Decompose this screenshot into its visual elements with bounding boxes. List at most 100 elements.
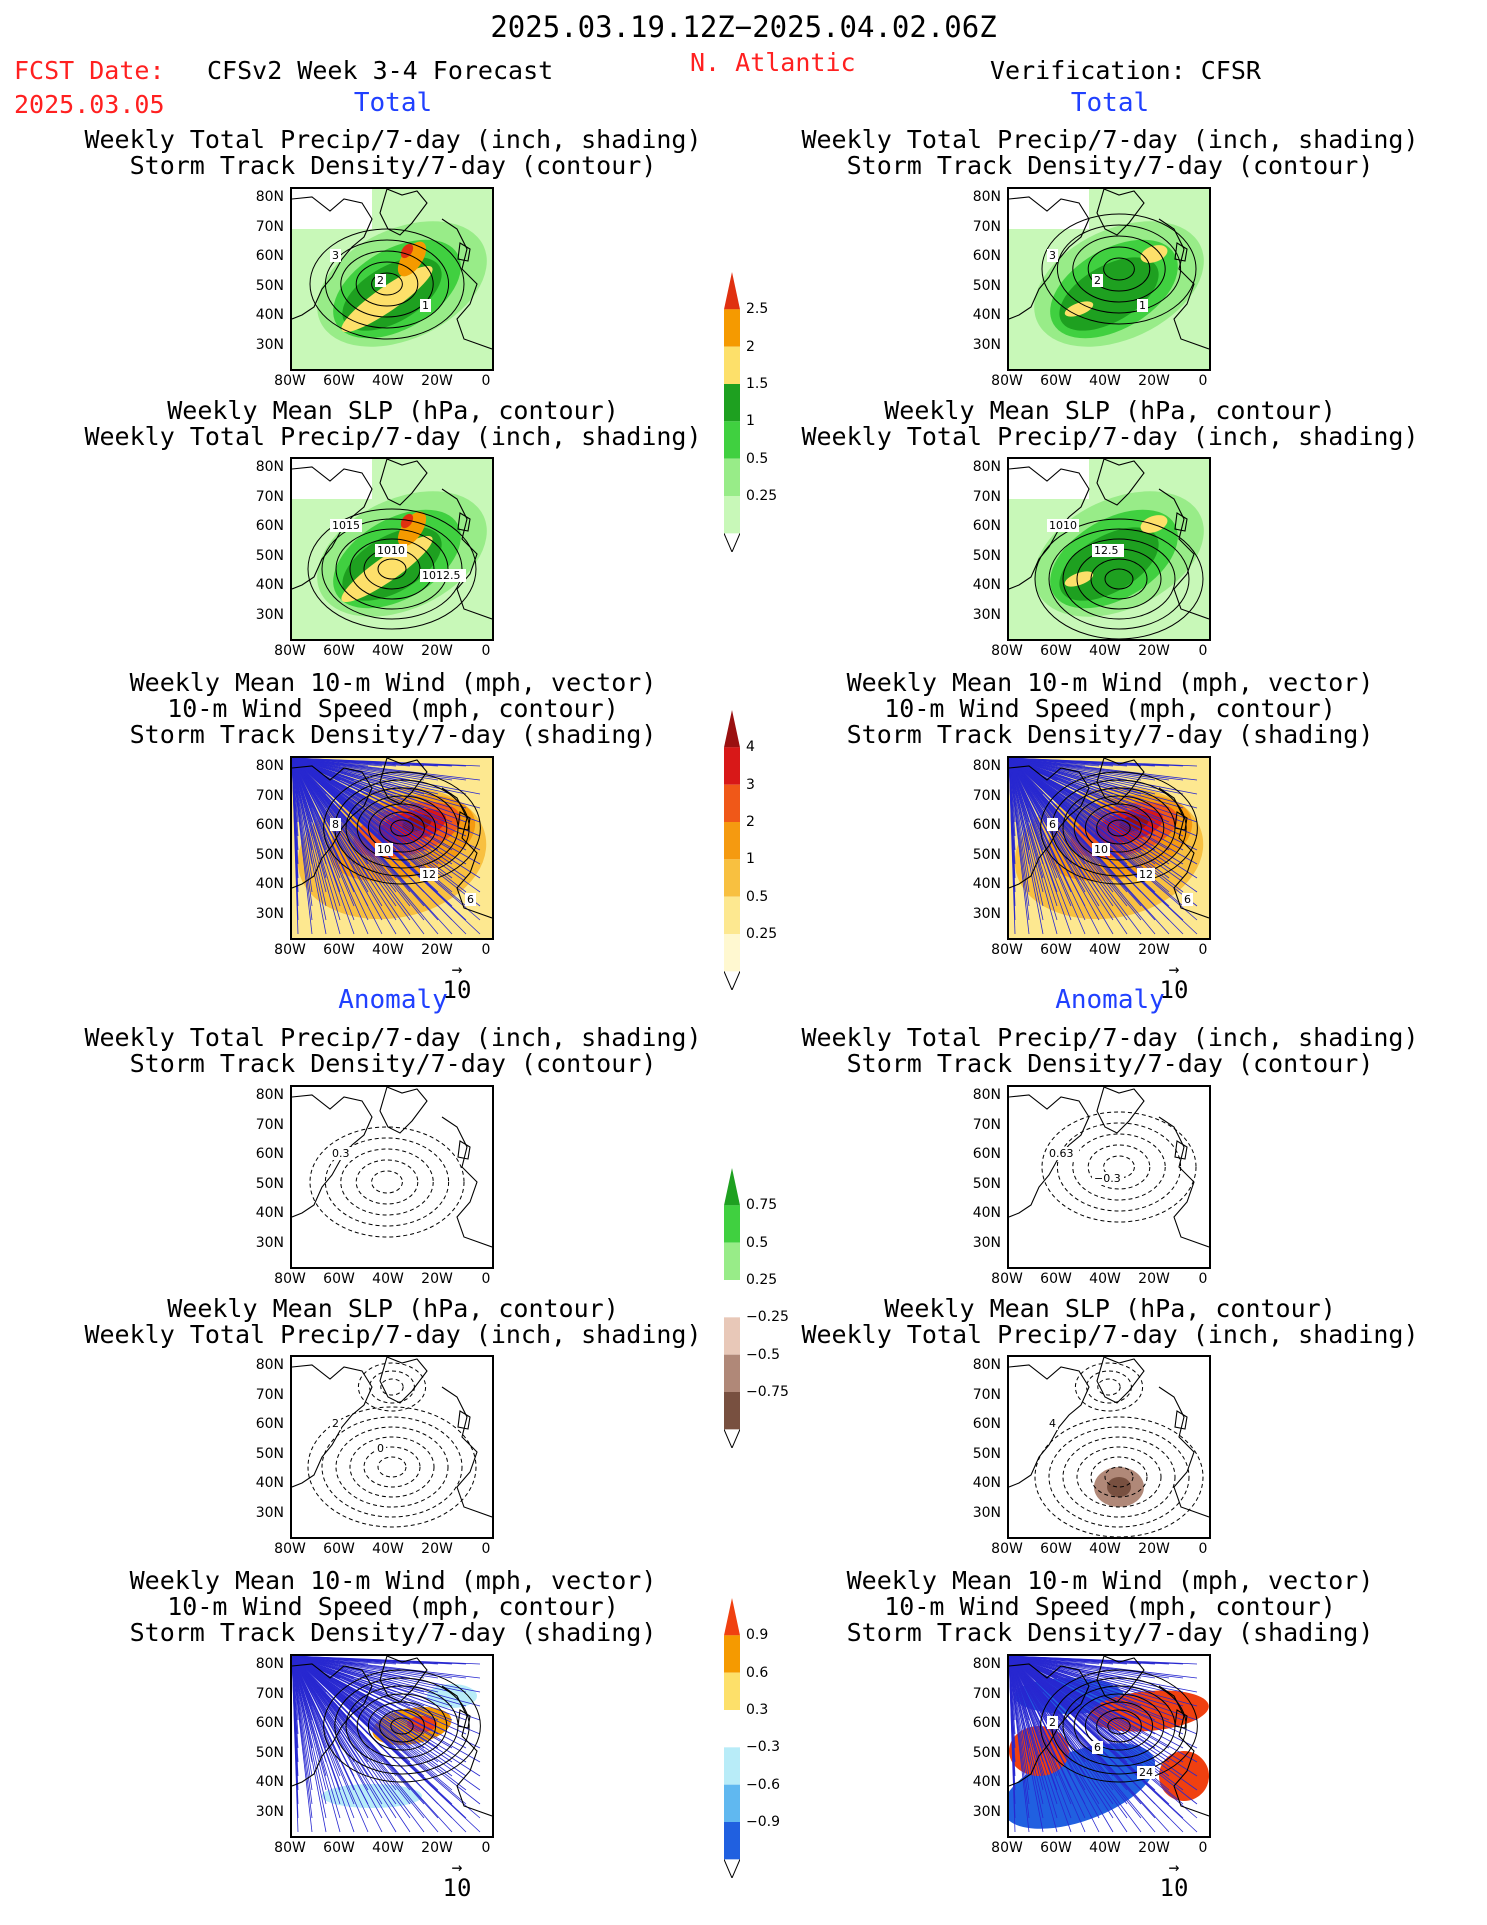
lat-tick-label: 80N [972,1656,1001,1672]
vector-reference-arrow: → [451,959,463,980]
wind-vector [292,758,467,823]
contour-label: 6 [1094,1741,1101,1754]
lat-tick-label: 80N [255,189,284,205]
wind-vector [1009,1656,1058,1833]
contour-label: 12 [1139,868,1153,881]
forecast-period: 2025.03.19.12Z−2025.04.02.06Z [490,10,997,44]
wind-vector [292,1656,327,1833]
panel-title-line: 10-m Wind Speed (mph, contour) [167,694,619,723]
wind-vector [1009,1656,1044,1819]
wind-vector [1009,758,1086,935]
wind-vector [292,758,313,935]
wind-vector [292,758,327,921]
contour-line [345,787,459,869]
colorbar-tick-label: 0.25 [746,1272,778,1288]
wind-vector [292,758,481,879]
wind-vector [292,1656,411,1819]
wind-vector [292,1656,341,1819]
contour-line [1084,1701,1154,1751]
wind-vector [292,758,299,935]
coastline [1174,512,1188,532]
wind-vector [1009,758,1198,781]
contour-line [1041,213,1197,325]
colorbar-swatch [724,1822,740,1860]
wind-vector [292,1656,383,1819]
contour-label: 8 [332,818,339,831]
colorbar-tick-label: 1.5 [746,376,769,392]
lat-tick-label: 50N [972,1744,1001,1761]
coastline [1009,765,1090,889]
lon-tick-label: 40W [372,373,404,389]
lat-tick-label: 70N [255,1685,284,1702]
lat-tick-label: 50N [972,277,1001,294]
wind-vector [1009,758,1142,935]
lat-tick-label: 80N [255,758,284,774]
contour-label: 3 [1049,249,1056,262]
forecast-map-slp-total: 1015 1010 1012.5 [290,457,494,641]
wind-vector [292,1656,467,1735]
contour-line [1056,224,1182,314]
vector-reference: → 10 [432,1859,482,1903]
contour-label: 1012.5 [422,569,461,582]
lon-tick-label: 80W [274,643,306,659]
contour-line [379,811,425,845]
contour-line [323,1669,481,1783]
wind-vector [1009,758,1170,935]
contour-line [1107,819,1131,837]
lon-tick-label: 20W [1138,373,1170,389]
contour-line [369,1370,415,1404]
contour-line [1034,1416,1204,1537]
wind-vector [292,758,411,935]
contour-label: 10 [377,843,391,856]
panel-title-line: Weekly Mean SLP (hPa, contour) [167,1294,619,1323]
contour-line [371,1170,403,1194]
panel-title-line: Weekly Total Precip/7-day (inch, shading… [801,1320,1419,1349]
wind-vector [292,1656,425,1833]
panel-title-line: 10-m Wind Speed (mph, contour) [884,694,1336,723]
lat-tick-label: 30N [255,606,284,623]
wind-vector [292,1656,341,1833]
contour-label: 6 [1049,818,1056,831]
colorbar-tick-label: 0.9 [746,1627,769,1644]
panel-title-line: 10-m Wind Speed (mph, contour) [167,1592,619,1621]
coastline [379,1656,428,1703]
wind-vector [1009,758,1198,837]
lat-tick-label: 80N [255,1087,284,1103]
colorbar-tick-label: −0.75 [746,1384,789,1400]
panel-title-line: Weekly Total Precip/7-day (inch, shading… [84,1023,702,1052]
lon-tick-label: 20W [1138,1541,1170,1557]
wind-vector [292,1656,481,1791]
contour-line [1097,1378,1121,1396]
section-anomaly-left: Anomaly [338,985,448,1015]
wind-vector [292,1656,481,1763]
lat-tick-label: 80N [972,459,1001,475]
wind-vector [1009,1656,1072,1819]
contour-line [345,1685,459,1767]
wind-vector [1009,1656,1100,1819]
wind-vector [1009,1656,1142,1833]
contour-label: 6 [467,893,474,906]
wind-vector [292,1656,327,1819]
contour-line [367,803,437,853]
wind-vector [292,758,327,893]
lat-tick-label: 60N [255,1146,284,1162]
coastline [457,1140,471,1160]
lat-tick-label: 30N [972,606,1001,623]
panel-title-line: 10-m Wind Speed (mph, contour) [884,1592,1336,1621]
lat-tick-label: 50N [255,277,284,294]
contour-line [335,1426,449,1508]
contour-label: 2 [332,1417,339,1430]
coastline [1096,758,1145,805]
lon-tick-label: 40W [1089,373,1121,389]
contour-line [1040,1669,1198,1783]
map-canvas: 6 10 12 6 [1009,758,1209,938]
storm-anomaly-blob [322,1784,422,1808]
contour-line [334,1677,470,1775]
contour-line [1074,1362,1144,1412]
lat-tick-label: 50N [255,1175,284,1192]
lat-tick-label: 60N [972,248,1001,264]
forecast-map-precip-total: 3 2 1 [290,187,494,371]
wind-vector [292,758,467,795]
wind-vector [1009,758,1114,921]
